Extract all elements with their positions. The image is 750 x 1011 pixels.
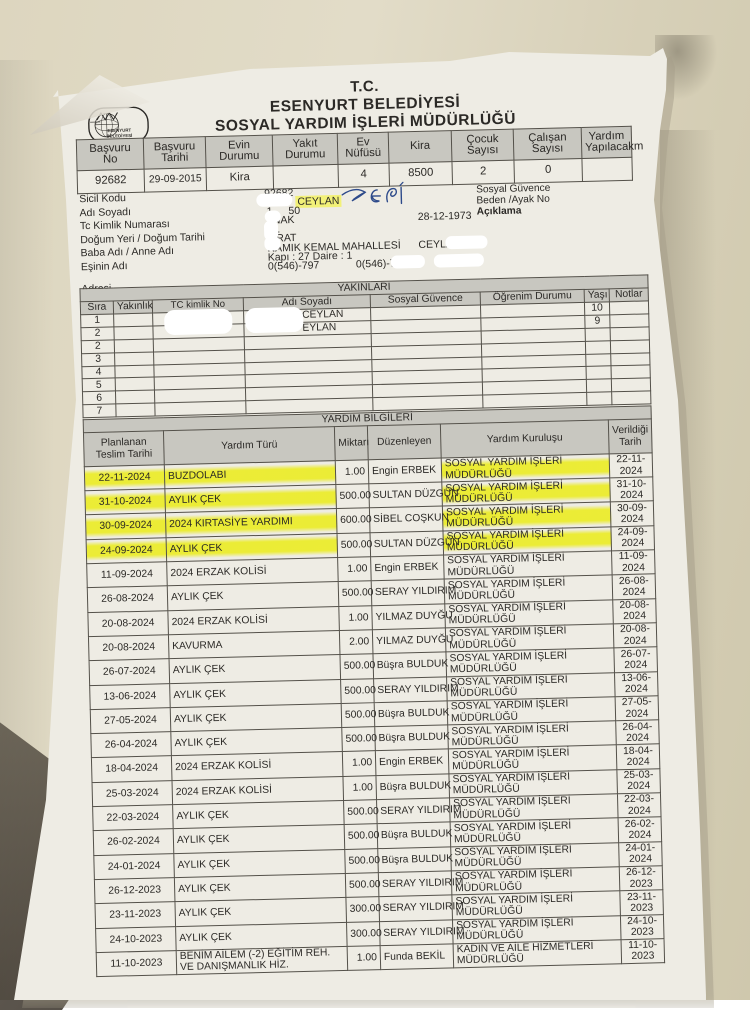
svg-text:ESENYURT: ESENYURT: [107, 128, 131, 134]
